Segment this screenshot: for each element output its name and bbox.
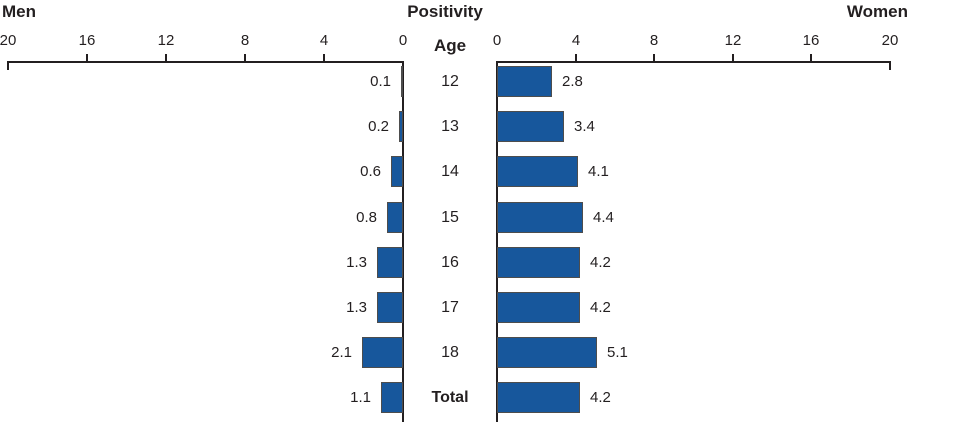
women-bar-12: [497, 66, 552, 97]
axis-tick-label: 0: [492, 32, 502, 49]
men-zero-baseline: [402, 61, 404, 422]
women-value-label: 4.1: [588, 163, 609, 180]
men-axis-line: [8, 61, 403, 63]
women-bar-18: [497, 337, 597, 368]
men-bar-15: [387, 202, 403, 233]
axis-tick-label: 16: [78, 32, 96, 49]
age-label-14: 14: [441, 163, 459, 180]
men-bar-12: [401, 66, 403, 97]
axis-tick-label: 4: [319, 32, 329, 49]
men-bar-17: [377, 292, 403, 323]
women-axis-title: Women: [846, 2, 908, 21]
age-label-total: Total: [431, 389, 469, 406]
axis-tick-label: 20: [881, 32, 899, 49]
men-bar-total: [381, 382, 403, 413]
women-axis-line: [497, 61, 890, 63]
axis-tick: [165, 54, 167, 61]
axis-tick-label: 4: [571, 32, 581, 49]
axis-tick-label: 12: [724, 32, 742, 49]
axis-end-cap: [7, 61, 9, 70]
age-column-header: Age: [433, 36, 467, 55]
axis-tick-label: 8: [240, 32, 250, 49]
axis-tick-label: 16: [802, 32, 820, 49]
axis-tick: [653, 54, 655, 61]
age-label-13: 13: [441, 118, 459, 135]
axis-tick-label: 12: [157, 32, 175, 49]
axis-tick: [810, 54, 812, 61]
age-label-16: 16: [441, 254, 459, 271]
axis-tick-label: 0: [398, 32, 408, 49]
women-bar-17: [497, 292, 580, 323]
men-value-label: 0.8: [356, 209, 377, 226]
men-value-label: 0.6: [360, 163, 381, 180]
men-value-label: 0.1: [370, 73, 391, 90]
age-label-17: 17: [441, 299, 459, 316]
age-label-12: 12: [441, 73, 459, 90]
axis-tick-label: 20: [0, 32, 17, 49]
women-bar-total: [497, 382, 580, 413]
women-zero-baseline: [496, 61, 498, 422]
axis-tick: [323, 54, 325, 61]
men-value-label: 2.1: [331, 344, 352, 361]
axis-tick: [732, 54, 734, 61]
men-axis-title: Men: [2, 2, 36, 21]
men-value-label: 1.1: [350, 389, 371, 406]
women-bar-14: [497, 156, 578, 187]
women-bar-15: [497, 202, 583, 233]
axis-tick: [86, 54, 88, 61]
men-value-label: 1.3: [346, 299, 367, 316]
men-value-label: 1.3: [346, 254, 367, 271]
men-bar-18: [362, 337, 403, 368]
women-bar-16: [497, 247, 580, 278]
men-bar-16: [377, 247, 403, 278]
men-value-label: 0.2: [368, 118, 389, 135]
age-label-18: 18: [441, 344, 459, 361]
axis-tick: [575, 54, 577, 61]
men-bar-14: [391, 156, 403, 187]
axis-end-cap: [889, 61, 891, 70]
women-value-label: 4.2: [590, 299, 611, 316]
axis-tick-label: 8: [649, 32, 659, 49]
women-value-label: 2.8: [562, 73, 583, 90]
women-bar-13: [497, 111, 564, 142]
chart-title: Positivity: [407, 2, 483, 21]
women-value-label: 4.4: [593, 209, 614, 226]
women-value-label: 5.1: [607, 344, 628, 361]
men-bar-13: [399, 111, 403, 142]
women-value-label: 3.4: [574, 118, 595, 135]
age-label-15: 15: [441, 209, 459, 226]
axis-tick: [244, 54, 246, 61]
women-value-label: 4.2: [590, 254, 611, 271]
women-value-label: 4.2: [590, 389, 611, 406]
